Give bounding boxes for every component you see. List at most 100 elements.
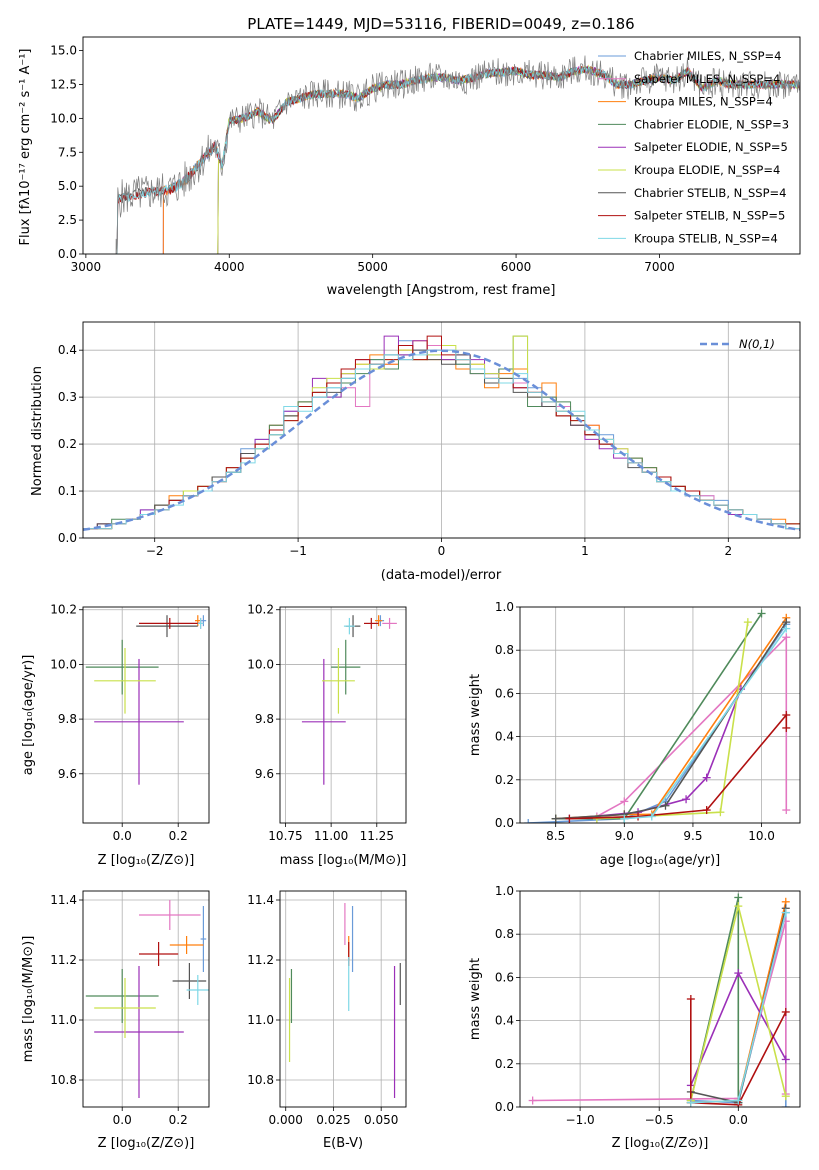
weight-line-chabrier-miles — [528, 623, 787, 823]
x-tick-label: −1.0 — [566, 1113, 595, 1127]
y-tick-label: 0.4 — [495, 1014, 514, 1028]
residual-xlabel: (data-model)/error — [381, 568, 502, 583]
age-vs-z-panel: Z [log₁₀(Z/Z⊙)] age [log₁₀(age/yr)] 0.0 0… — [21, 603, 210, 868]
age-z-ylabel: age [log₁₀(age/yr)] — [21, 655, 36, 776]
y-tick-label: 10.2 — [247, 603, 274, 617]
y-tick-label: 10.0 — [50, 111, 77, 125]
x-tick-label: 9.5 — [683, 829, 702, 843]
axes-frame — [82, 890, 210, 1108]
y-tick-label: 0.4 — [58, 343, 77, 357]
error-bars — [85, 900, 209, 1098]
weight-z-ylabel: mass weight — [468, 958, 483, 1040]
x-tick-label: 11.25 — [360, 829, 394, 843]
age-vs-mass-panel: mass [log₁₀(M/M⊙)] 10.75 11.00 11.25 9.6 9.8… — [247, 603, 407, 868]
mass-vs-z-panel: Z [log₁₀(Z/Z⊙)] mass [log₁₀(M/M⊙)] 0.0 0.… — [21, 890, 210, 1151]
axes-frame — [82, 321, 801, 539]
x-tick-label: 10.75 — [268, 829, 302, 843]
legend-label-kroupa-miles: Kroupa MILES, N_SSP=4 — [634, 95, 773, 109]
histogram-lines — [83, 335, 800, 532]
legend-label-salpeter-elodie: Salpeter ELODIE, N_SSP=5 — [634, 140, 788, 154]
x-tick-label: 0.000 — [269, 1113, 303, 1127]
y-tick-label: 0.2 — [495, 773, 514, 787]
y-tick-label: 0.2 — [58, 437, 77, 451]
legend-label-chabrier-elodie: Chabrier ELODIE, N_SSP=3 — [634, 117, 789, 131]
x-tick-label: 5000 — [357, 260, 388, 274]
x-tick-label: 8.5 — [546, 829, 565, 843]
x-tick-label: 9.0 — [615, 829, 634, 843]
legend-label-salpeter-stelib: Salpeter STELIB, N_SSP=5 — [634, 209, 785, 223]
y-tick-label: 1.0 — [495, 884, 514, 898]
x-tick-label: 0.0 — [113, 1113, 132, 1127]
weight-line-salpeter-stelib — [690, 999, 787, 1106]
spectrum-panel: wavelength [Angstrom, rest frame] Flux [… — [18, 36, 801, 298]
y-tick-label: 9.6 — [58, 767, 77, 781]
weight-line-salpeter-stelib — [569, 712, 788, 820]
y-tick-label: 2.5 — [58, 213, 77, 227]
spectrum-lines — [115, 55, 800, 254]
axes-frame — [279, 606, 407, 824]
y-tick-label: 11.0 — [247, 1013, 274, 1027]
y-tick-label: 0.2 — [495, 1057, 514, 1071]
normal-curve — [83, 349, 800, 532]
residual-panel: (data-model)/error Normed distribution −… — [30, 321, 801, 583]
y-tick-label: 0.0 — [58, 531, 77, 545]
y-tick-label: 11.2 — [247, 953, 274, 967]
y-tick-label: 0.0 — [495, 1100, 514, 1114]
spectrum-ylabel: Flux [fλ10⁻¹⁷ erg cm⁻² s⁻¹ A⁻¹] — [18, 49, 33, 246]
axes-frame — [82, 36, 801, 255]
x-tick-label: 3000 — [71, 260, 102, 274]
age-mass-xlabel: mass [log₁₀(M/M⊙)] — [280, 853, 407, 868]
y-tick-label: 10.8 — [247, 1073, 274, 1087]
x-tick-label: 0.0 — [113, 829, 132, 843]
y-tick-label: 0.0 — [495, 816, 514, 830]
error-bars — [301, 615, 397, 785]
weight-line-kroupa-stelib — [624, 628, 787, 820]
weight-line-kroupa-elodie — [596, 621, 749, 820]
mass-vs-ebv-panel: E(B-V) 0.000 0.025 0.050 10.8 11.0 11.2 11.4 — [247, 890, 407, 1151]
weight-z-xlabel: Z [log₁₀(Z/Z⊙)] — [612, 1136, 709, 1151]
y-tick-label: 11.2 — [50, 953, 77, 967]
x-tick-label: 0.050 — [364, 1113, 398, 1127]
y-tick-label: 10.2 — [50, 603, 77, 617]
axes-frame — [279, 890, 407, 1108]
x-tick-label: −0.5 — [645, 1113, 674, 1127]
y-tick-label: 10.0 — [50, 657, 77, 671]
y-tick-label: 0.8 — [495, 643, 514, 657]
x-tick-label: 0 — [438, 544, 446, 558]
x-tick-label: 10.0 — [748, 829, 775, 843]
y-tick-label: 9.6 — [255, 767, 274, 781]
y-tick-label: 0.1 — [58, 484, 77, 498]
y-tick-label: 11.0 — [50, 1013, 77, 1027]
x-tick-label: 0.0 — [729, 1113, 748, 1127]
y-tick-label: 0.4 — [495, 730, 514, 744]
y-tick-label: 1.0 — [495, 600, 514, 614]
y-tick-label: 7.5 — [58, 145, 77, 159]
mass-z-ylabel: mass [log₁₀(M/M⊙)] — [21, 936, 36, 1063]
y-tick-label: 0.6 — [495, 686, 514, 700]
spectrum-xlabel: wavelength [Angstrom, rest frame] — [327, 283, 556, 298]
y-tick-label: 9.8 — [58, 712, 77, 726]
x-tick-label: −1 — [289, 544, 307, 558]
legend-label-chabrier-miles: Chabrier MILES, N_SSP=4 — [634, 49, 781, 63]
mass-ebv-xlabel: E(B-V) — [323, 1136, 363, 1151]
x-tick-label: −2 — [146, 544, 164, 558]
x-tick-label: 1 — [581, 544, 589, 558]
y-tick-label: 10.8 — [50, 1073, 77, 1087]
y-tick-label: 15.0 — [50, 44, 77, 58]
y-tick-label: 11.4 — [247, 893, 274, 907]
error-bars — [85, 615, 207, 785]
error-bars — [288, 903, 401, 1098]
x-tick-label: 6000 — [501, 260, 532, 274]
mass-z-xlabel: Z [log₁₀(Z/Z⊙)] — [98, 1136, 195, 1151]
figure-title: PLATE=1449, MJD=53116, FIBERID=0049, z=0… — [247, 15, 634, 33]
age-z-xlabel: Z [log₁₀(Z/Z⊙)] — [98, 853, 195, 868]
x-tick-label: 0.2 — [169, 829, 188, 843]
observed-spectrum-line — [115, 55, 800, 254]
axes-frame — [519, 606, 801, 824]
y-tick-label: 0.8 — [495, 927, 514, 941]
legend-label-normal: N(0,1) — [739, 337, 775, 351]
y-tick-label: 0.3 — [58, 390, 77, 404]
y-tick-label: 10.0 — [247, 657, 274, 671]
y-tick-label: 12.5 — [50, 77, 77, 91]
